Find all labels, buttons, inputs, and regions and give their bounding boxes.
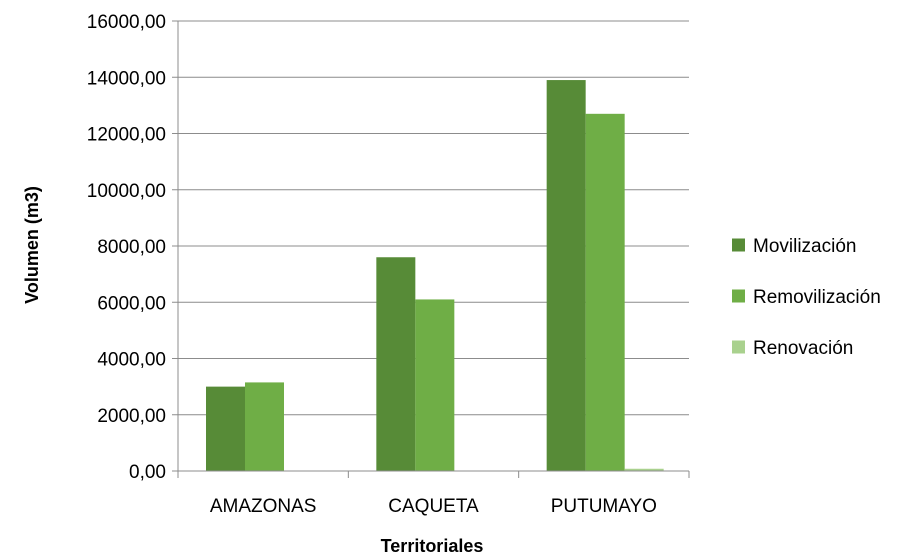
legend: Movilización Removilización Renovación <box>732 236 881 359</box>
legend-swatch <box>732 289 745 303</box>
category-label: PUTUMAYO <box>551 496 657 517</box>
legend-swatch <box>732 238 745 252</box>
y-tick-label: 4000,00 <box>97 350 166 371</box>
y-tick-label: 2000,00 <box>97 406 166 427</box>
legend-label: Removilización <box>753 287 881 308</box>
bar-1-0 <box>376 257 416 471</box>
x-axis-title: Territoriales <box>381 536 484 556</box>
y-tick-label: 6000,00 <box>97 293 166 314</box>
bar-2-1 <box>585 113 625 471</box>
y-tick-label: 14000,00 <box>87 68 166 89</box>
y-tick-labels: 0,00 2000,00 4000,00 6000,00 8000,00 10000,00… <box>87 12 166 483</box>
y-tick-label: 12000,00 <box>87 125 166 146</box>
legend-label: Movilización <box>753 236 856 257</box>
axes <box>177 21 690 478</box>
y-axis-title: Volumen (m3) <box>22 186 42 304</box>
x-category-labels: AMAZONAS CAQUETA PUTUMAYO <box>210 496 657 517</box>
y-tick-label: 0,00 <box>129 462 166 483</box>
bars <box>206 80 664 471</box>
bar-0-0 <box>206 386 245 471</box>
legend-label: Renovación <box>753 338 853 359</box>
category-label: AMAZONAS <box>210 496 317 517</box>
legend-swatch <box>732 340 745 354</box>
bar-2-2 <box>624 468 664 471</box>
bar-0-1 <box>245 382 284 471</box>
bar-2-0 <box>546 80 586 471</box>
bar-1-1 <box>415 299 455 471</box>
y-tick-label: 10000,00 <box>87 181 166 202</box>
category-label: CAQUETA <box>388 496 479 517</box>
y-tick-label: 8000,00 <box>97 237 166 258</box>
y-tick-label: 16000,00 <box>87 12 166 33</box>
